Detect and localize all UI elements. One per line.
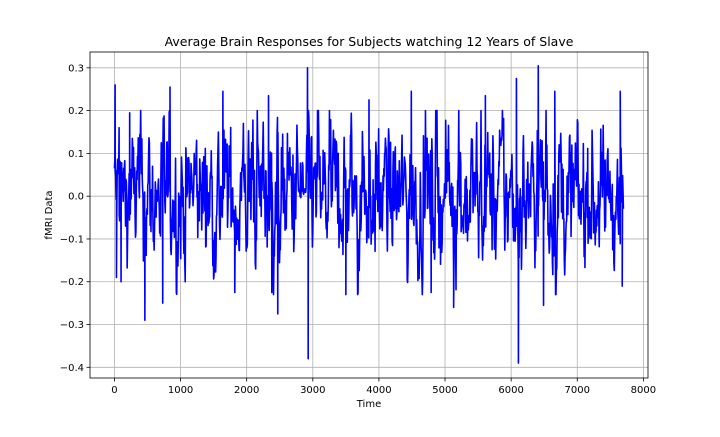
x-tick-label: 6000: [498, 385, 523, 396]
y-tick-label: 0.2: [68, 106, 84, 117]
x-tick-label: 5000: [432, 385, 457, 396]
y-axis-label: fMRI Data: [44, 190, 55, 239]
y-tick-label: 0.3: [68, 63, 84, 74]
y-tick-label: 0.0: [68, 192, 84, 203]
y-tick-label: −0.4: [60, 363, 84, 374]
series-line: [113, 64, 625, 364]
x-tick-label: 0: [111, 385, 117, 396]
y-tick-label: 0.1: [68, 149, 84, 160]
y-tick-label: −0.1: [60, 234, 84, 245]
x-tick-label: 1000: [168, 385, 193, 396]
tick-layer: 0 1000 2000 3000 4000 5000 6000 7000 8000 −0.4 −0.…: [60, 63, 656, 396]
y-tick-label: −0.2: [60, 277, 84, 288]
plot-frame: [89, 51, 649, 379]
x-axis-label: Time: [356, 399, 381, 410]
x-tick-label: 7000: [565, 385, 590, 396]
x-tick-label: 8000: [631, 385, 656, 396]
x-tick-label: 4000: [366, 385, 391, 396]
plot-layer: [113, 64, 625, 364]
x-tick-label: 3000: [300, 385, 325, 396]
y-tick-label: −0.3: [60, 320, 84, 331]
x-tick-label: 2000: [234, 385, 259, 396]
chart-title: Average Brain Responses for Subjects wat…: [165, 34, 574, 49]
